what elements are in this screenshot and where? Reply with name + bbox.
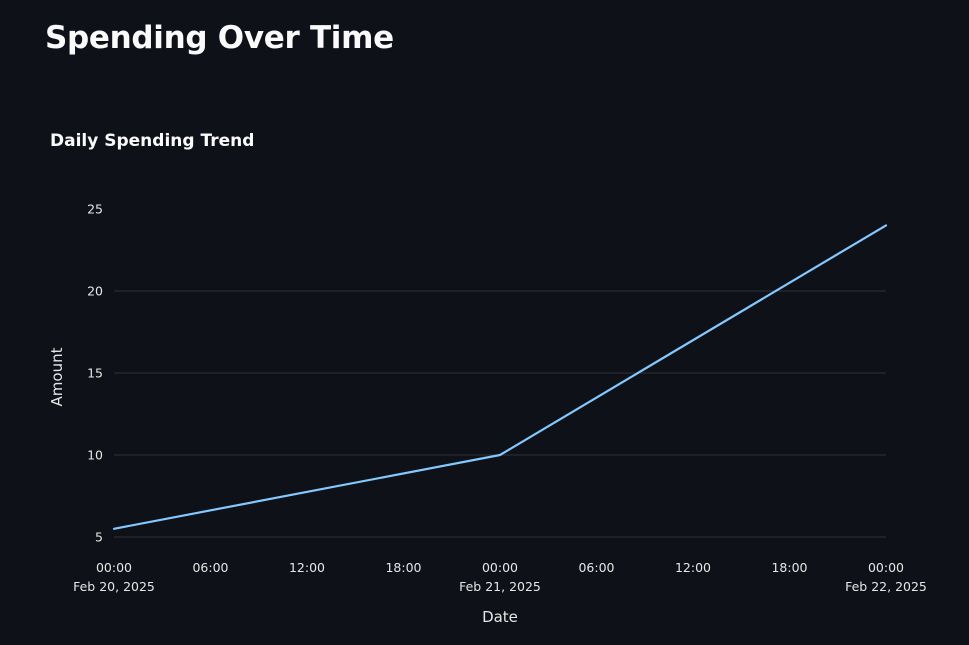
x-tick-date-label: Feb 22, 2025	[845, 579, 927, 594]
x-tick-label: 00:00	[868, 560, 904, 575]
x-tick-label: 06:00	[192, 560, 228, 575]
y-tick-label: 15	[87, 366, 103, 381]
series-lines	[112, 224, 888, 530]
x-tick-date-label: Feb 20, 2025	[73, 579, 155, 594]
x-tick-label: 18:00	[771, 560, 807, 575]
x-tick-label: 06:00	[578, 560, 614, 575]
y-tick-label: 25	[87, 202, 103, 217]
y-tick-label: 10	[87, 448, 103, 463]
chart-title: Daily Spending Trend	[50, 131, 254, 151]
series-line	[112, 224, 888, 530]
y-tick-label: 20	[87, 284, 103, 299]
page-title: Spending Over Time	[45, 20, 394, 56]
x-tick-label: 18:00	[385, 560, 421, 575]
x-axis-label: Date	[482, 608, 518, 626]
y-axis-ticks: 5 10 15 20 25	[87, 202, 103, 545]
y-tick-label: 5	[95, 530, 103, 545]
x-tick-label: 00:00	[482, 560, 518, 575]
x-tick-label: 12:00	[675, 560, 711, 575]
x-tick-label: 12:00	[289, 560, 325, 575]
x-tick-date-label: Feb 21, 2025	[459, 579, 541, 594]
x-axis-ticks: 00:00 Feb 20, 2025 06:00 12:00 18:00 00:00 Feb…	[73, 560, 927, 594]
gridlines	[114, 290, 886, 538]
y-axis-label: Amount	[48, 347, 66, 406]
x-tick-label: 00:00	[96, 560, 132, 575]
